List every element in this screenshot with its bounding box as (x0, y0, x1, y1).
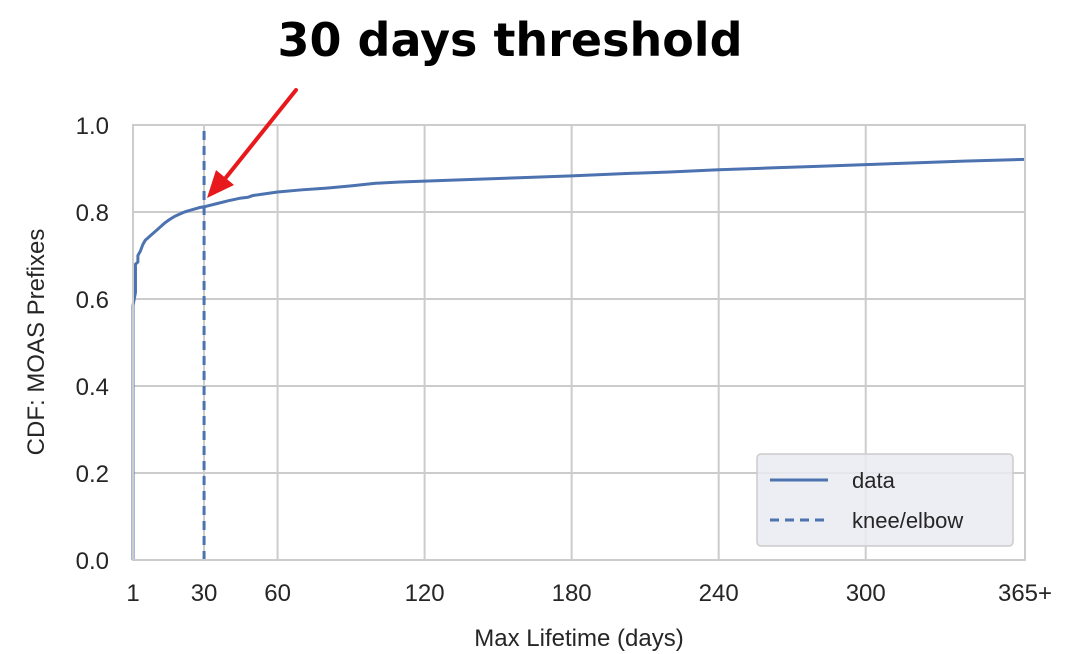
x-tick-label: 180 (552, 580, 592, 607)
x-tick-label: 240 (699, 580, 739, 607)
x-tick-label: 365+ (998, 580, 1052, 607)
x-tick-label: 30 (191, 580, 218, 607)
threshold-arrow (207, 88, 298, 198)
series-layer (131, 125, 1026, 560)
y-axis-label: CDF: MOAS Prefixes (23, 229, 50, 456)
ticks: 1 30 60 120 180 240 300 365+ 0.0 0.2 0.4 0.6 0.8 1.0 (76, 113, 1052, 607)
x-tick-label: 1 (126, 580, 139, 607)
x-axis-label: Max Lifetime (days) (474, 625, 683, 652)
y-tick-label: 0.2 (76, 461, 109, 488)
legend-label-data: data (852, 468, 896, 493)
y-tick-label: 1.0 (76, 113, 109, 140)
x-tick-label: 60 (264, 580, 291, 607)
y-tick-label: 0.8 (76, 200, 109, 227)
x-tick-label: 300 (846, 580, 886, 607)
y-tick-label: 0.6 (76, 287, 109, 314)
y-tick-label: 0.4 (76, 374, 109, 401)
arrow-head (207, 170, 234, 198)
legend: data knee/elbow (756, 453, 1014, 547)
legend-box (756, 453, 1014, 547)
series-line-data (131, 157, 1026, 560)
x-tick-label: 120 (405, 580, 445, 607)
arrow-shaft (222, 88, 298, 182)
y-tick-label: 0.0 (76, 548, 109, 575)
plot-frame (132, 124, 1026, 561)
legend-label-knee-elbow: knee/elbow (852, 508, 963, 533)
chart-title-annotation: 30 days threshold (277, 13, 742, 67)
